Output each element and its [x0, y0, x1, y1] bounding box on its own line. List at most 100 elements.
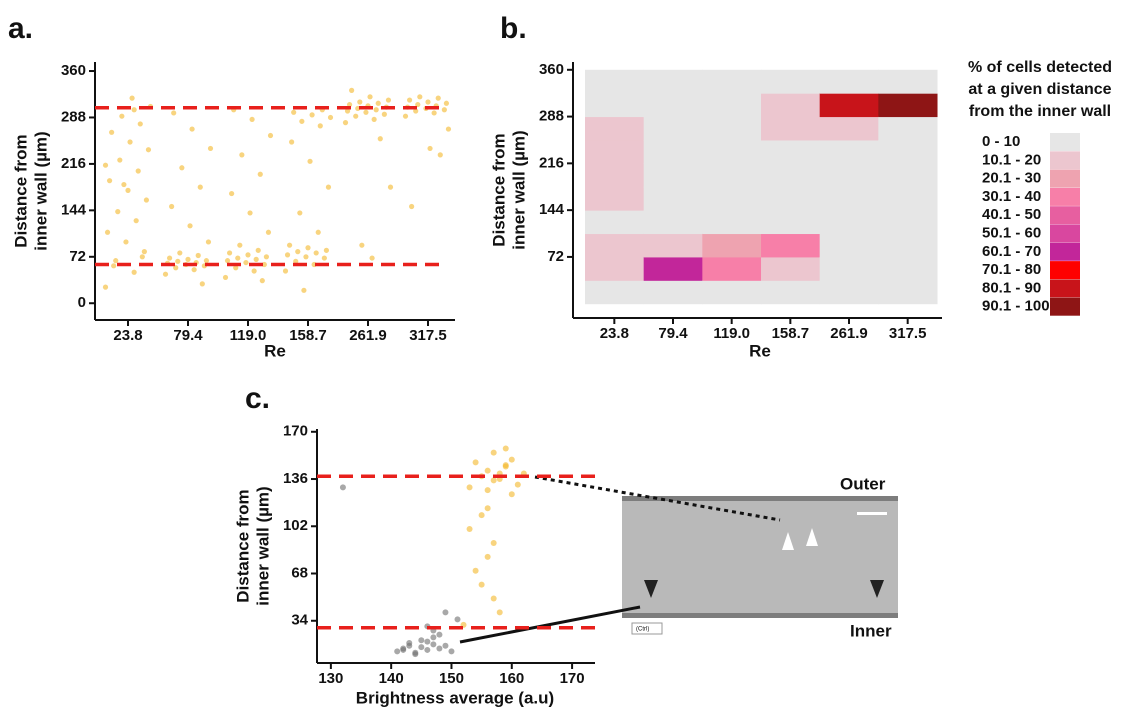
point [323, 247, 330, 253]
point [375, 100, 381, 106]
heat-cell [702, 163, 762, 188]
connector [534, 475, 781, 522]
point [415, 101, 421, 108]
point [424, 638, 431, 645]
heat-cell [585, 69, 645, 94]
point [448, 648, 455, 655]
legend-swatch [1050, 169, 1080, 188]
y-tick-label: 102 [283, 517, 308, 534]
point [413, 108, 419, 114]
point [224, 258, 231, 264]
point [289, 139, 295, 145]
x-tick-label: 150 [439, 670, 464, 687]
x-axis-label: Re [749, 341, 771, 360]
x-tick-label: 158.7 [772, 325, 810, 342]
point [385, 97, 392, 103]
legend-label: 10.1 - 20 [982, 151, 1041, 168]
point [313, 250, 319, 256]
point [445, 126, 452, 132]
point [127, 139, 133, 145]
y-tick-label: 144 [539, 201, 565, 218]
point [435, 95, 441, 101]
heat-cell [819, 186, 879, 211]
heat-cell [585, 233, 645, 258]
point [102, 162, 109, 168]
point [478, 581, 485, 588]
y-axis-label: inner wall (µm) [253, 486, 272, 605]
point [412, 651, 419, 658]
heat-cell [643, 163, 703, 188]
point [199, 281, 205, 287]
point [245, 252, 251, 258]
point [295, 249, 301, 255]
x-tick-label: 170 [560, 670, 585, 687]
point [299, 118, 305, 124]
y-tick-label: 360 [539, 61, 564, 78]
point [400, 646, 407, 653]
point [425, 99, 431, 105]
heat-cell [878, 280, 938, 305]
x-axis-label: Re [264, 341, 286, 360]
point [253, 256, 259, 262]
heat-cell [643, 93, 703, 118]
point [466, 526, 473, 533]
arrowhead [644, 580, 658, 598]
panel-label: a. [8, 12, 33, 45]
point [293, 258, 299, 264]
heat-cell [702, 116, 762, 141]
point [418, 637, 425, 644]
panel-label: b. [500, 12, 527, 45]
point [394, 648, 401, 655]
point [137, 121, 143, 127]
point [409, 203, 415, 210]
x-tick-label: 261.9 [830, 325, 868, 342]
arrowhead [806, 528, 818, 546]
point [353, 113, 359, 119]
y-tick-label: 288 [539, 108, 564, 125]
point [233, 265, 239, 271]
heat-cell [585, 93, 645, 118]
y-tick-label: 72 [547, 248, 564, 265]
point [121, 181, 127, 188]
y-axis-label: Distance from [233, 489, 252, 602]
point [205, 239, 212, 245]
point [437, 152, 443, 158]
y-axis-label: inner wall (µm) [509, 130, 528, 249]
point [229, 190, 235, 197]
point [436, 645, 443, 652]
x-tick-label: 317.5 [889, 325, 927, 342]
image-bg [622, 496, 898, 618]
point [286, 242, 293, 248]
point [255, 247, 261, 253]
heat-cell [702, 233, 762, 258]
point [119, 113, 125, 119]
heat-cell [643, 139, 703, 164]
point [195, 252, 201, 259]
point [321, 255, 327, 261]
heat-cell [761, 280, 821, 305]
heat-cell [819, 69, 879, 94]
heat-cell [643, 116, 703, 141]
point [430, 634, 437, 641]
heat-cell [819, 256, 879, 281]
y-tick-label: 170 [283, 423, 308, 440]
legend-label: 90.1 - 100 [982, 298, 1050, 315]
point [363, 109, 369, 115]
point [305, 245, 311, 251]
point [169, 203, 175, 210]
heat-cell [585, 256, 645, 281]
point [177, 250, 183, 256]
point [431, 110, 437, 116]
point [349, 87, 355, 93]
point [309, 112, 315, 118]
point [185, 256, 191, 262]
heat-cell [702, 139, 762, 164]
legend-title: % of cells detected [968, 59, 1112, 76]
x-tick-label: 261.9 [349, 327, 387, 344]
heat-cell [819, 93, 879, 118]
heat-cell [761, 186, 821, 211]
point [472, 459, 479, 466]
legend-swatch [1050, 187, 1080, 206]
heat-cell [761, 116, 821, 141]
heat-cell [585, 163, 645, 188]
